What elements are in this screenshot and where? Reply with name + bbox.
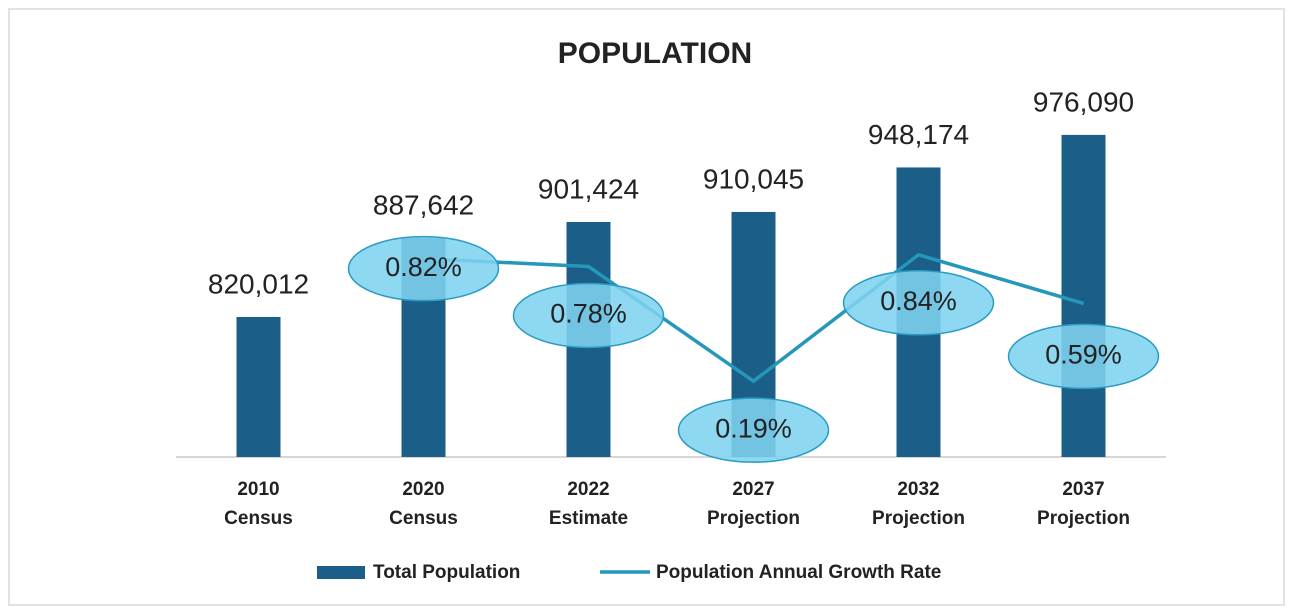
legend-swatch bbox=[317, 566, 365, 579]
x-tick-label: Projection bbox=[872, 508, 965, 529]
value-label-bubble bbox=[842, 270, 995, 336]
x-tick-label: 2037 bbox=[1062, 479, 1104, 500]
x-tick-label: 2020 bbox=[402, 479, 444, 500]
line-value-label: 0.84% bbox=[880, 286, 957, 316]
x-tick-label: Estimate bbox=[549, 508, 628, 529]
bar-value-label: 910,045 bbox=[703, 163, 804, 194]
x-tick-label: 2022 bbox=[567, 479, 609, 500]
line bbox=[423, 252, 1084, 384]
x-tick-label: Projection bbox=[707, 508, 800, 529]
bar bbox=[1061, 134, 1106, 457]
x-tick-label: 2010 bbox=[237, 479, 279, 500]
x-tick-label: Census bbox=[224, 508, 293, 529]
x-tick-label: Projection bbox=[1037, 508, 1130, 529]
bar-value-label: 901,424 bbox=[538, 173, 639, 204]
line-value-label: 0.19% bbox=[715, 413, 792, 443]
value-label-bubble bbox=[677, 397, 830, 463]
bar bbox=[236, 316, 281, 457]
x-tick-label: 2032 bbox=[897, 479, 939, 500]
legend-label: Population Annual Growth Rate bbox=[656, 562, 941, 583]
line-value-label: 0.59% bbox=[1045, 340, 1122, 370]
bar-value-label: 820,012 bbox=[208, 268, 309, 299]
value-label-bubble bbox=[512, 282, 665, 349]
x-tick-label: 2027 bbox=[732, 479, 774, 500]
line-value-label: 0.78% bbox=[550, 299, 627, 329]
value-label-bubble bbox=[347, 235, 500, 302]
chart-title: POPULATION bbox=[558, 37, 752, 70]
line-value-label: 0.82% bbox=[385, 252, 462, 282]
bar-value-label: 976,090 bbox=[1033, 86, 1134, 117]
legend-label: Total Population bbox=[373, 562, 520, 583]
bar-value-label: 887,642 bbox=[373, 189, 474, 220]
value-label-bubble bbox=[1007, 323, 1160, 390]
x-tick-label: Census bbox=[389, 508, 458, 529]
bar-value-label: 948,174 bbox=[868, 119, 969, 150]
